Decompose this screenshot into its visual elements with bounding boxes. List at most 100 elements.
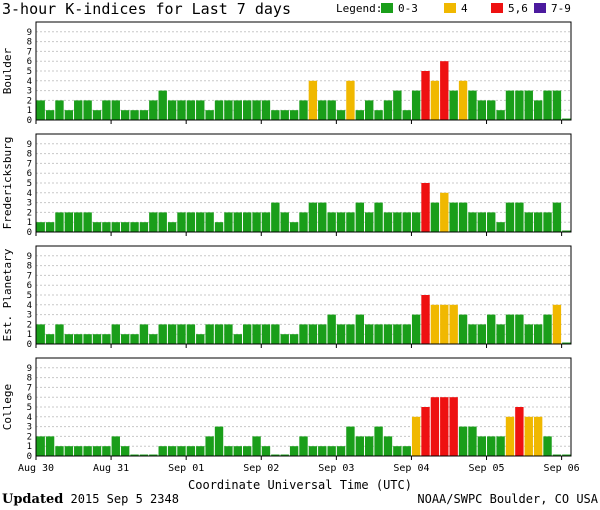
k-index-bar (318, 202, 327, 232)
k-index-bar (477, 436, 487, 456)
k-index-bar (242, 324, 252, 344)
k-index-bar (280, 212, 289, 232)
y-tick-label: 1 (27, 218, 32, 228)
k-index-bar (261, 324, 271, 344)
k-index-bar (496, 436, 505, 456)
k-index-bar (102, 446, 111, 456)
k-index-bar (224, 100, 233, 120)
k-index-bar (355, 110, 365, 120)
k-index-bar (36, 100, 45, 120)
k-index-bar (552, 304, 562, 344)
panel-frame (35, 21, 572, 121)
x-tick-label: Sep 06 (544, 463, 580, 474)
y-tick-label: 6 (27, 169, 32, 179)
k-index-bar (336, 324, 346, 344)
k-index-bar (430, 304, 440, 344)
k-index-bar (299, 212, 308, 232)
k-index-bar (233, 446, 242, 456)
k-index-bar (299, 436, 308, 456)
y-tick-label: 0 (27, 116, 32, 126)
y-tick-label: 7 (27, 383, 32, 393)
k-index-bar (289, 334, 299, 344)
y-tick-label: 9 (27, 28, 32, 38)
y-tick-label: 5 (27, 67, 32, 77)
k-index-bar (64, 334, 74, 344)
k-index-bar (252, 100, 261, 120)
k-index-bar (411, 416, 421, 456)
y-tick-label: 9 (27, 140, 32, 150)
k-index-bar (336, 110, 346, 120)
k-index-bar (55, 212, 64, 232)
k-index-bar (355, 202, 365, 232)
k-index-bar (289, 110, 299, 120)
k-index-bar (130, 222, 139, 232)
k-index-bar (55, 324, 64, 344)
k-index-bar (468, 90, 477, 120)
k-index-bar (496, 222, 505, 232)
k-index-bar (402, 324, 411, 344)
x-tick-label: Sep 04 (393, 463, 429, 474)
k-index-bar (111, 100, 120, 120)
y-tick-label: 0 (27, 228, 32, 238)
k-index-bar (383, 436, 393, 456)
k-index-bar (327, 212, 336, 232)
k-index-bar (261, 446, 271, 456)
k-index-bar (383, 212, 393, 232)
k-index-bar (318, 446, 327, 456)
k-index-bar (92, 222, 102, 232)
k-index-bar (374, 202, 383, 232)
k-index-bar (327, 100, 336, 120)
k-index-bar (74, 100, 83, 120)
y-tick-label: 2 (27, 208, 32, 218)
k-index-bar (533, 324, 543, 344)
k-index-bar (524, 90, 533, 120)
k-index-bar (139, 110, 149, 120)
k-index-bar (487, 100, 496, 120)
k-index-bar (83, 334, 92, 344)
k-index-bar (158, 324, 167, 344)
k-index-bar (55, 446, 64, 456)
k-index-bar (289, 222, 299, 232)
panel-frame (35, 245, 572, 345)
k-index-bar (421, 407, 430, 456)
k-index-bar (430, 202, 440, 232)
k-index-bar (515, 202, 524, 232)
k-index-bar (393, 90, 402, 120)
k-index-bar (543, 212, 552, 232)
k-index-bar (111, 436, 120, 456)
k-index-bar (496, 324, 505, 344)
x-tick-label: Aug 31 (93, 463, 129, 474)
k-index-bar (562, 118, 571, 120)
k-index-bar (261, 212, 271, 232)
k-index-bar (365, 436, 374, 456)
y-tick-label: 6 (27, 281, 32, 291)
k-index-bar (224, 446, 233, 456)
k-index-bar (120, 110, 130, 120)
y-tick-label: 7 (27, 47, 32, 57)
k-index-bar (242, 212, 252, 232)
legend-swatch (444, 3, 456, 13)
legend-title: Legend: (336, 2, 383, 15)
y-tick-label: 0 (27, 452, 32, 462)
k-index-bar (55, 100, 64, 120)
k-index-bar (477, 324, 487, 344)
k-index-bar (177, 324, 186, 344)
k-index-bar (308, 202, 318, 232)
k-index-bar (440, 61, 449, 120)
k-index-bar (233, 100, 242, 120)
y-tick-label: 1 (27, 330, 32, 340)
panel-label-boulder: Boulder (1, 47, 14, 95)
k-index-bar (74, 446, 83, 456)
k-index-bar (440, 192, 449, 232)
k-index-bar (543, 436, 552, 456)
k-index-bar (355, 314, 365, 344)
k-index-bar (440, 304, 449, 344)
k-index-bar (515, 407, 524, 456)
k-index-bar (36, 222, 45, 232)
k-index-bar (177, 100, 186, 120)
updated-label: Updated (2, 492, 64, 507)
x-tick-label: Sep 05 (468, 463, 504, 474)
k-index-bar (308, 446, 318, 456)
k-index-bar (374, 110, 383, 120)
k-index-bar (167, 100, 177, 120)
